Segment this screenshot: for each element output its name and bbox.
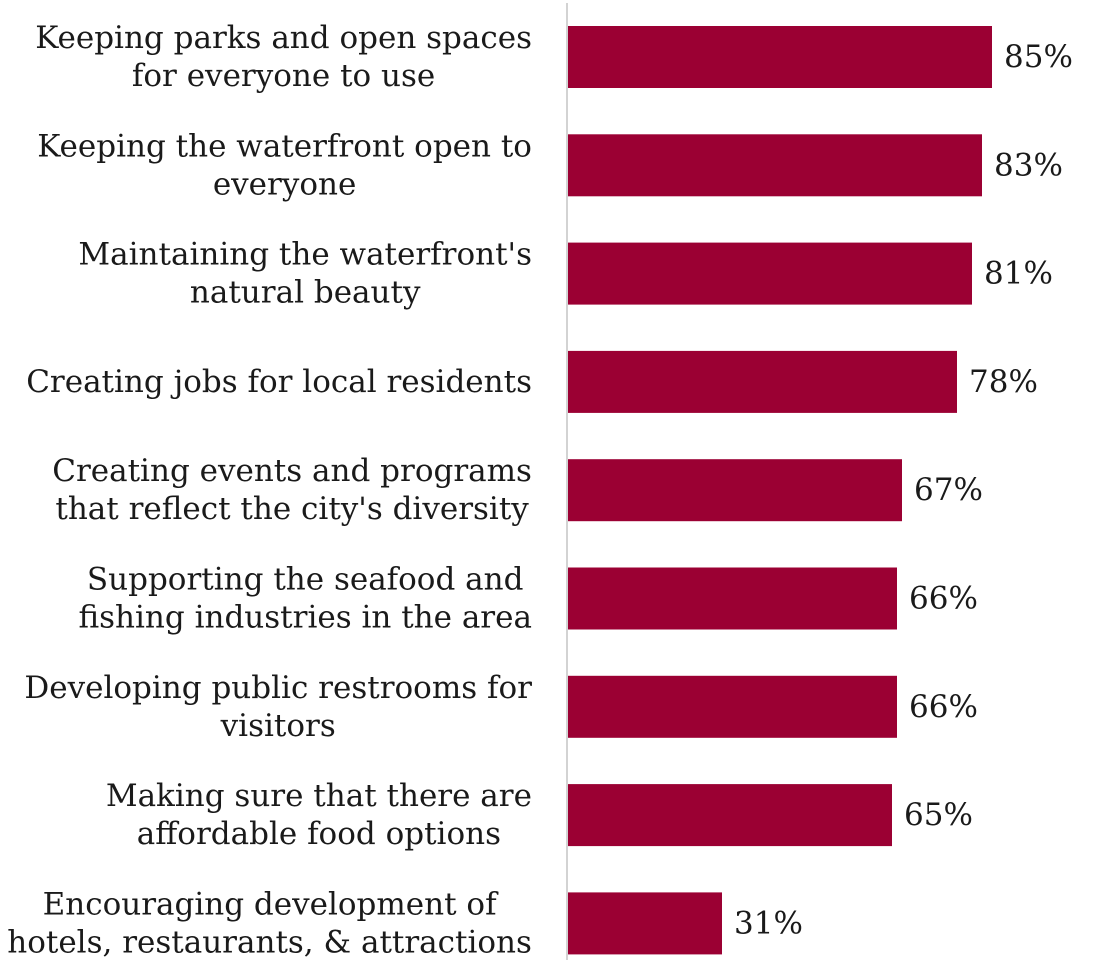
category-label-line: Creating jobs for local residents <box>26 364 532 400</box>
category-label-line: fishing industries in the area <box>78 600 532 636</box>
bar <box>567 784 892 847</box>
bar-value-label: 81% <box>984 256 1053 292</box>
category-label-line: Supporting the seafood and <box>87 562 524 598</box>
category-label: Keeping parks and open spaces for everyon… <box>35 20 532 94</box>
category-label-line: visitors <box>220 708 336 744</box>
category-label-line: Encouraging development of <box>43 886 499 922</box>
category-label-line: Keeping parks and open spaces <box>35 20 532 56</box>
bar <box>567 675 897 738</box>
category-label: Making sure that there are affordable foo… <box>106 778 532 852</box>
bar <box>567 242 972 305</box>
bar <box>567 459 902 522</box>
category-label: Supporting the seafood and fishing indust… <box>78 562 532 636</box>
category-label: Creating events and programs that reflect… <box>52 453 532 527</box>
bars-layer <box>567 26 992 955</box>
value-labels-layer: 85% 83% 81% 78% 67% 66% 66% 65% 31% <box>734 39 1073 941</box>
category-label-line: Maintaining the waterfront's <box>78 237 532 273</box>
bar-value-label: 31% <box>734 905 803 941</box>
bar-value-label: 67% <box>914 472 983 508</box>
category-label-line: for everyone to use <box>132 58 435 94</box>
bar-value-label: 66% <box>909 689 978 725</box>
category-label: Keeping the waterfront open to everyone <box>37 128 532 202</box>
category-labels-layer: Keeping parks and open spaces for everyon… <box>7 20 532 960</box>
bar-value-label: 78% <box>969 364 1038 400</box>
category-label: Maintaining the waterfront's natural beau… <box>78 237 532 311</box>
bar-value-label: 83% <box>994 147 1063 183</box>
category-label-line: everyone <box>213 166 357 202</box>
bar-value-label: 66% <box>909 581 978 617</box>
category-label-line: Developing public restrooms for <box>24 670 532 706</box>
bar-value-label: 65% <box>904 797 973 833</box>
category-label: Creating jobs for local residents <box>26 364 532 400</box>
category-label: Encouraging development of hotels, restau… <box>7 886 532 960</box>
category-label: Developing public restrooms for visitors <box>24 670 532 744</box>
bar <box>567 26 992 88</box>
category-label-line: that reflect the city's diversity <box>55 491 529 527</box>
category-label-line: Creating events and programs <box>52 453 532 489</box>
category-label-line: Keeping the waterfront open to <box>37 128 532 164</box>
category-label-line: Making sure that there are <box>106 778 532 814</box>
bar <box>567 892 722 955</box>
bar <box>567 567 897 630</box>
category-label-line: natural beauty <box>190 275 421 311</box>
bar <box>567 350 957 413</box>
bar-value-label: 85% <box>1004 39 1073 75</box>
category-label-line: hotels, restaurants, & attractions <box>7 924 532 960</box>
category-label-line: affordable food options <box>137 816 501 852</box>
bar <box>567 134 982 197</box>
